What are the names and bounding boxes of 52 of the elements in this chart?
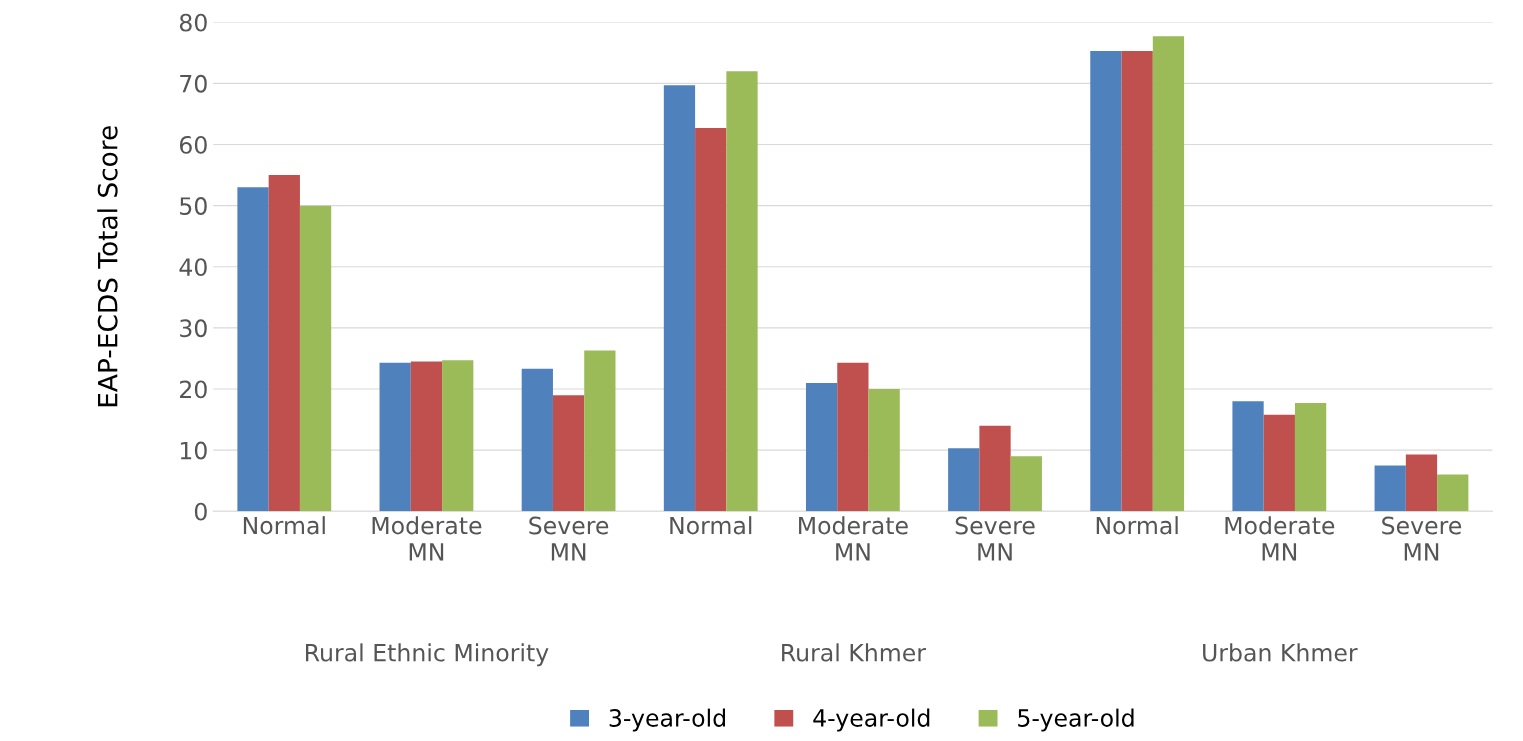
bar — [837, 362, 869, 512]
legend-label: 4-year-old — [813, 708, 930, 732]
x-tick-label: Moderate MN — [799, 516, 908, 561]
bar — [1232, 401, 1264, 512]
x-tick-label: Severe MN — [955, 516, 1035, 561]
bar — [584, 350, 616, 512]
bar — [726, 71, 758, 512]
y-tick-label: 80 — [179, 13, 207, 32]
bar — [1294, 403, 1327, 512]
bar — [805, 382, 838, 512]
bar — [237, 187, 269, 512]
y-tick-label: 60 — [179, 135, 207, 154]
x-tick-label: Normal — [670, 516, 752, 535]
bar — [948, 448, 980, 512]
y-tick-label: 30 — [180, 319, 207, 338]
y-axis-title: EAP-ECDS Total Score — [97, 126, 118, 407]
bar — [1437, 474, 1469, 512]
bar — [268, 175, 300, 512]
bar — [521, 368, 553, 512]
x-tick-label: Moderate MN — [1225, 516, 1335, 561]
text: Rural Ethnic Minority — [305, 643, 549, 667]
bar — [1090, 50, 1122, 512]
x-tick-label: Moderate MN — [372, 516, 482, 561]
bar — [442, 360, 474, 512]
legend-label: 5-year-old — [1018, 708, 1134, 732]
bar — [1405, 454, 1438, 512]
bar — [1374, 465, 1406, 512]
text: Rural Khmer — [782, 643, 926, 662]
bar — [1263, 414, 1295, 512]
bar — [410, 361, 443, 512]
y-tick-label: 40 — [179, 258, 207, 277]
y-tick-label: 70 — [180, 74, 207, 93]
bar — [868, 389, 900, 512]
x-tick-label: Severe MN — [1382, 516, 1462, 561]
x-tick-label: Normal — [1096, 516, 1178, 535]
bar — [379, 362, 411, 512]
x-tick-label: Severe MN — [529, 516, 609, 561]
bar — [1121, 50, 1153, 512]
y-tick-label: 20 — [180, 380, 207, 399]
y-tick-label: 0 — [194, 502, 207, 521]
bar — [1010, 456, 1042, 512]
bar — [299, 205, 332, 512]
text: Urban Khmer — [1203, 643, 1358, 662]
bar — [695, 127, 727, 512]
y-tick-label: 50 — [180, 197, 207, 215]
bar — [663, 85, 696, 512]
bar — [979, 425, 1011, 512]
legend-label: 3-year-old — [609, 708, 725, 732]
bar — [1152, 36, 1185, 512]
bar — [552, 395, 585, 512]
y-tick-label: 10 — [180, 441, 207, 460]
x-tick-label: Normal — [243, 516, 325, 535]
